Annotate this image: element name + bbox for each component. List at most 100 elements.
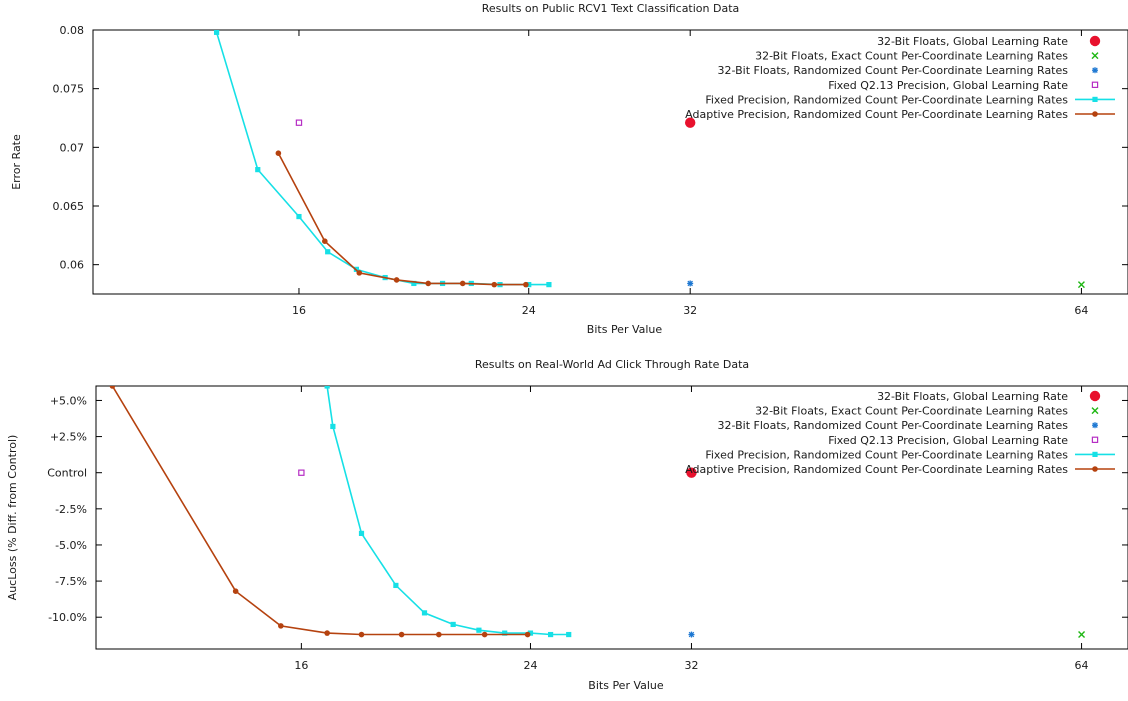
legend-item: 32-Bit Floats, Randomized Count Per-Coor… (718, 419, 1098, 432)
chart-panel-1: Results on Public RCV1 Text Classificati… (10, 2, 1128, 336)
x-tick-label: 32 (683, 304, 697, 317)
legend-item: Adaptive Precision, Randomized Count Per… (685, 108, 1115, 121)
data-point-stroke-d (688, 631, 695, 638)
x-axis-label: Bits Per Value (588, 679, 664, 692)
legend-item: 32-Bit Floats, Randomized Count Per-Coor… (718, 64, 1098, 77)
legend-label: Adaptive Precision, Randomized Count Per… (685, 463, 1068, 476)
legend-marker (1091, 52, 1099, 60)
legend-item: Fixed Precision, Randomized Count Per-Co… (705, 448, 1115, 461)
series-line (111, 386, 528, 636)
data-point (232, 588, 239, 594)
series-5 (324, 386, 572, 638)
legend-item: Fixed Q2.13 Precision, Global Learning R… (828, 79, 1099, 92)
data-point (502, 630, 508, 636)
legend-item: 32-Bit Floats, Exact Count Per-Coordinat… (755, 50, 1099, 63)
legend-label: Fixed Precision, Randomized Count Per-Co… (705, 93, 1068, 106)
series-2 (1078, 631, 1086, 639)
legend-label: Fixed Q2.13 Precision, Global Learning R… (828, 434, 1068, 447)
series-3 (687, 280, 694, 287)
legend-label: Fixed Precision, Randomized Count Per-Co… (705, 448, 1068, 461)
data-point (686, 467, 697, 478)
legend-marker (1092, 451, 1098, 457)
series-line (215, 32, 549, 286)
data-point (566, 631, 572, 638)
y-tick-label: 0.07 (60, 141, 85, 154)
plot-area (213, 30, 1085, 289)
data-point (295, 119, 303, 126)
data-point (324, 386, 330, 389)
data-point (324, 630, 330, 636)
series-3 (688, 631, 695, 638)
data-point (459, 280, 466, 287)
plot-frame (92, 29, 1128, 295)
chart-title: Results on Public RCV1 Text Classificati… (482, 2, 740, 15)
legend-item: Fixed Q2.13 Precision, Global Learning R… (828, 434, 1099, 447)
data-point (255, 167, 261, 173)
legend-marker (1092, 96, 1098, 102)
legend-label: Fixed Q2.13 Precision, Global Learning R… (828, 79, 1068, 92)
data-point (358, 530, 365, 536)
data-point (298, 469, 305, 476)
series-1 (686, 467, 697, 478)
data-point (523, 281, 529, 288)
legend-marker (1089, 35, 1101, 47)
series-line (277, 152, 526, 286)
legend-marker (1089, 390, 1101, 402)
legend: 32-Bit Floats, Global Learning Rate 32-Bi… (685, 35, 1115, 121)
data-point (450, 621, 456, 628)
series-4 (298, 469, 305, 476)
legend-marker-stroke-b (1091, 52, 1099, 60)
data-point (527, 630, 534, 636)
data-point (547, 631, 554, 638)
data-point (356, 270, 363, 276)
data-point-stroke-b (1078, 631, 1086, 639)
legend-label: 32-Bit Floats, Global Learning Rate (877, 390, 1068, 403)
data-point (109, 386, 116, 389)
legend: 32-Bit Floats, Global Learning Rate 32-Bi… (685, 390, 1115, 476)
x-tick-label: 64 (1075, 659, 1089, 672)
data-point-stroke-b (1077, 281, 1085, 289)
y-tick-label: 0.06 (60, 259, 85, 272)
series-6 (109, 386, 531, 638)
data-point (275, 150, 282, 156)
legend-item: 32-Bit Floats, Global Learning Rate (877, 35, 1101, 48)
data-point (358, 631, 365, 638)
data-point (322, 238, 328, 244)
data-point (398, 631, 405, 638)
legend-label: 32-Bit Floats, Global Learning Rate (877, 35, 1068, 48)
series-4 (295, 119, 303, 126)
data-point (436, 631, 442, 638)
data-point (546, 282, 552, 288)
y-tick-label: -2.5% (55, 503, 87, 516)
y-tick-label: Control (47, 467, 87, 480)
y-tick-label: 0.065 (53, 200, 85, 213)
legend-marker-stroke-d (1092, 422, 1098, 428)
x-tick-label: 32 (684, 659, 698, 672)
y-tick-label: +5.0% (50, 394, 87, 407)
legend-marker (1092, 111, 1098, 117)
x-tick-label: 24 (522, 304, 536, 317)
data-point (481, 631, 488, 638)
x-tick-label: 16 (292, 304, 306, 317)
data-point (524, 631, 531, 638)
legend-item: 32-Bit Floats, Global Learning Rate (877, 390, 1101, 403)
data-point (421, 610, 428, 616)
data-point (1078, 631, 1086, 639)
data-point (425, 280, 432, 287)
data-point-stroke-d (687, 280, 693, 287)
legend-marker-stroke-d (1092, 67, 1098, 73)
data-point (491, 281, 498, 288)
data-point (684, 117, 696, 128)
series-2 (1077, 281, 1085, 289)
series-line (326, 386, 569, 636)
legend-marker-stroke-b (1091, 407, 1099, 415)
legend-marker (1091, 407, 1099, 415)
legend-label: Adaptive Precision, Randomized Count Per… (685, 108, 1068, 121)
x-tick-label: 16 (294, 659, 308, 672)
legend-label: 32-Bit Floats, Randomized Count Per-Coor… (718, 64, 1069, 77)
data-point (411, 280, 417, 287)
legend-item: Fixed Precision, Randomized Count Per-Co… (705, 93, 1115, 106)
legend-label: 32-Bit Floats, Randomized Count Per-Coor… (718, 419, 1069, 432)
legend-marker (1092, 422, 1098, 429)
series-6 (275, 150, 529, 288)
